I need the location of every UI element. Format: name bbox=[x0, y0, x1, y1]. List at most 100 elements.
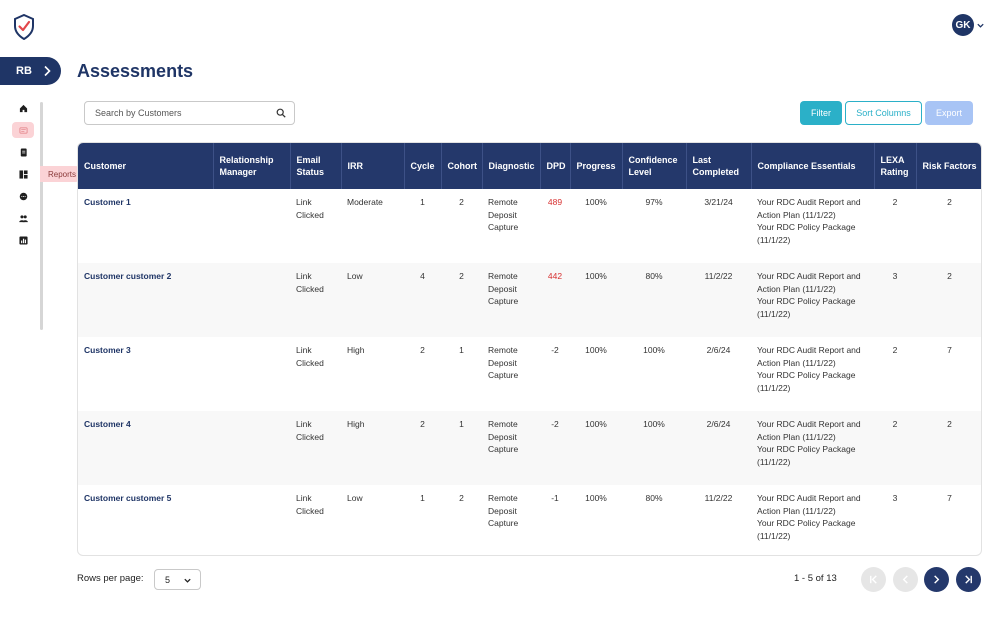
column-header-diagnostic[interactable]: Diagnostic bbox=[482, 143, 541, 189]
sidebar-tooltip: Reports bbox=[40, 166, 84, 182]
column-header-compliance-essentials[interactable]: Compliance Essentials bbox=[751, 143, 875, 189]
column-header-lexa-rating[interactable]: LEXA Rating bbox=[874, 143, 917, 189]
column-header-irr[interactable]: IRR bbox=[341, 143, 405, 189]
customer-link[interactable]: Customer customer 5 bbox=[84, 493, 172, 503]
column-header-relationship-manager[interactable]: Relationship Manager bbox=[213, 143, 291, 189]
dpd-cell: -2 bbox=[551, 345, 559, 355]
column-header-dpd[interactable]: DPD bbox=[540, 143, 571, 189]
user-menu[interactable]: GK bbox=[952, 14, 985, 36]
next-page-button[interactable] bbox=[924, 567, 949, 592]
sidebar-item-home[interactable] bbox=[12, 100, 34, 116]
table-row[interactable]: Customer 4 Link Clicked High 2 1 Remote … bbox=[78, 411, 981, 485]
diagnostic-cell: Remote Deposit Capture bbox=[488, 419, 519, 454]
customer-link[interactable]: Customer 4 bbox=[84, 419, 131, 429]
column-header-cycle[interactable]: Cycle bbox=[404, 143, 442, 189]
search-box[interactable] bbox=[84, 101, 295, 125]
table-row[interactable]: Customer 1 Link Clicked Moderate 1 2 Rem… bbox=[78, 189, 981, 263]
compliance-item[interactable]: Your RDC Policy Package (11/1/22) bbox=[757, 296, 856, 319]
relationship-manager-cell bbox=[213, 189, 290, 263]
workspace-switcher[interactable]: RB bbox=[0, 57, 61, 85]
cohort-cell: 1 bbox=[459, 419, 464, 429]
shield-check-logo-icon bbox=[14, 14, 34, 40]
email-status-cell: Link Clicked bbox=[296, 197, 324, 220]
export-button[interactable]: Export bbox=[925, 101, 973, 125]
first-page-icon bbox=[870, 575, 877, 584]
sidebar-item-chat[interactable] bbox=[12, 188, 34, 204]
compliance-item[interactable]: Your RDC Audit Report and Action Plan (1… bbox=[757, 271, 861, 294]
customer-link[interactable]: Customer 3 bbox=[84, 345, 131, 355]
column-header-progress[interactable]: Progress bbox=[570, 143, 623, 189]
column-header-email-status[interactable]: Email Status bbox=[290, 143, 342, 189]
compliance-item[interactable]: Your RDC Policy Package (11/1/22) bbox=[757, 222, 856, 245]
relationship-manager-cell bbox=[213, 263, 290, 337]
column-header-confidence-level[interactable]: Confidence Level bbox=[622, 143, 687, 189]
sort-columns-button[interactable]: Sort Columns bbox=[845, 101, 922, 125]
last-page-button[interactable] bbox=[956, 567, 981, 592]
column-header-last-completed[interactable]: Last Completed bbox=[686, 143, 752, 189]
table-row[interactable]: Customer 3 Link Clicked High 2 1 Remote … bbox=[78, 337, 981, 411]
email-status-cell: Link Clicked bbox=[296, 493, 324, 516]
compliance-item[interactable]: Your RDC Policy Package (11/1/22) bbox=[757, 370, 856, 393]
diagnostic-cell: Remote Deposit Capture bbox=[488, 345, 519, 380]
compliance-item[interactable]: Your RDC Audit Report and Action Plan (1… bbox=[757, 345, 861, 368]
compliance-item[interactable]: Your RDC Policy Package (11/1/22) bbox=[757, 518, 856, 541]
compliance-item[interactable]: Your RDC Policy Package (11/1/22) bbox=[757, 444, 856, 467]
sidebar-item-documents[interactable] bbox=[12, 144, 34, 160]
rows-per-page-value: 5 bbox=[165, 574, 171, 585]
email-status-cell: Link Clicked bbox=[296, 271, 324, 294]
home-icon bbox=[19, 104, 27, 112]
compliance-essentials-cell: Your RDC Audit Report and Action Plan (1… bbox=[751, 485, 874, 555]
assessments-table: Customer Relationship Manager Email Stat… bbox=[77, 142, 982, 556]
column-header-customer[interactable]: Customer bbox=[78, 143, 214, 189]
confidence-level-cell: 100% bbox=[643, 345, 665, 355]
search-icon[interactable] bbox=[276, 108, 286, 118]
confidence-level-cell: 80% bbox=[645, 493, 663, 503]
risk-factors-cell: 2 bbox=[947, 197, 952, 207]
cycle-cell: 2 bbox=[420, 419, 425, 429]
previous-page-button[interactable] bbox=[893, 567, 918, 592]
column-header-cohort[interactable]: Cohort bbox=[441, 143, 483, 189]
rows-per-page-label: Rows per page: bbox=[77, 573, 144, 584]
risk-factors-cell: 2 bbox=[947, 419, 952, 429]
table-row[interactable]: Customer customer 5 Link Clicked Low 1 2… bbox=[78, 485, 981, 555]
chat-icon bbox=[19, 192, 27, 200]
relationship-manager-cell bbox=[213, 337, 290, 411]
compliance-essentials-cell: Your RDC Audit Report and Action Plan (1… bbox=[751, 263, 874, 337]
chevron-down-icon bbox=[977, 23, 984, 28]
table-row[interactable]: Customer customer 2 Link Clicked Low 4 2… bbox=[78, 263, 981, 337]
column-header-risk-factors[interactable]: Risk Factors bbox=[922, 161, 977, 171]
lexa-rating-cell: 2 bbox=[892, 419, 898, 429]
last-completed-cell: 3/21/24 bbox=[704, 197, 733, 207]
last-page-icon bbox=[965, 575, 972, 584]
progress-cell: 100% bbox=[585, 197, 607, 207]
sidebar-item-reports[interactable] bbox=[12, 166, 34, 182]
customer-link[interactable]: Customer customer 2 bbox=[84, 271, 172, 281]
sidebar-item-users[interactable] bbox=[12, 210, 34, 226]
last-completed-cell: 2/6/24 bbox=[706, 419, 731, 429]
chevron-down-icon bbox=[184, 578, 191, 583]
sidebar-scrollbar[interactable] bbox=[40, 102, 43, 330]
first-page-button[interactable] bbox=[861, 567, 886, 592]
sidebar-item-assessments[interactable] bbox=[12, 122, 34, 138]
cycle-cell: 1 bbox=[420, 197, 425, 207]
filter-button[interactable]: Filter bbox=[800, 101, 842, 125]
customer-link[interactable]: Customer 1 bbox=[84, 197, 131, 207]
compliance-item[interactable]: Your RDC Audit Report and Action Plan (1… bbox=[757, 197, 861, 220]
cohort-cell: 2 bbox=[459, 493, 464, 503]
search-input[interactable] bbox=[85, 108, 265, 118]
sidebar-item-analytics[interactable] bbox=[12, 232, 34, 248]
cohort-cell: 2 bbox=[459, 197, 464, 207]
dpd-cell: 489 bbox=[547, 197, 563, 207]
compliance-item[interactable]: Your RDC Audit Report and Action Plan (1… bbox=[757, 419, 861, 442]
compliance-item[interactable]: Your RDC Audit Report and Action Plan (1… bbox=[757, 493, 861, 516]
progress-cell: 100% bbox=[585, 493, 607, 503]
last-completed-cell: 2/6/24 bbox=[706, 345, 731, 355]
cycle-cell: 4 bbox=[420, 271, 425, 281]
risk-factors-cell: 7 bbox=[947, 345, 952, 355]
avatar[interactable]: GK bbox=[952, 14, 974, 36]
progress-cell: 100% bbox=[585, 419, 607, 429]
rows-per-page-select[interactable]: 5 bbox=[154, 569, 201, 590]
confidence-level-cell: 97% bbox=[645, 197, 663, 207]
lexa-rating-cell: 3 bbox=[892, 493, 898, 503]
email-status-cell: Link Clicked bbox=[296, 345, 324, 368]
